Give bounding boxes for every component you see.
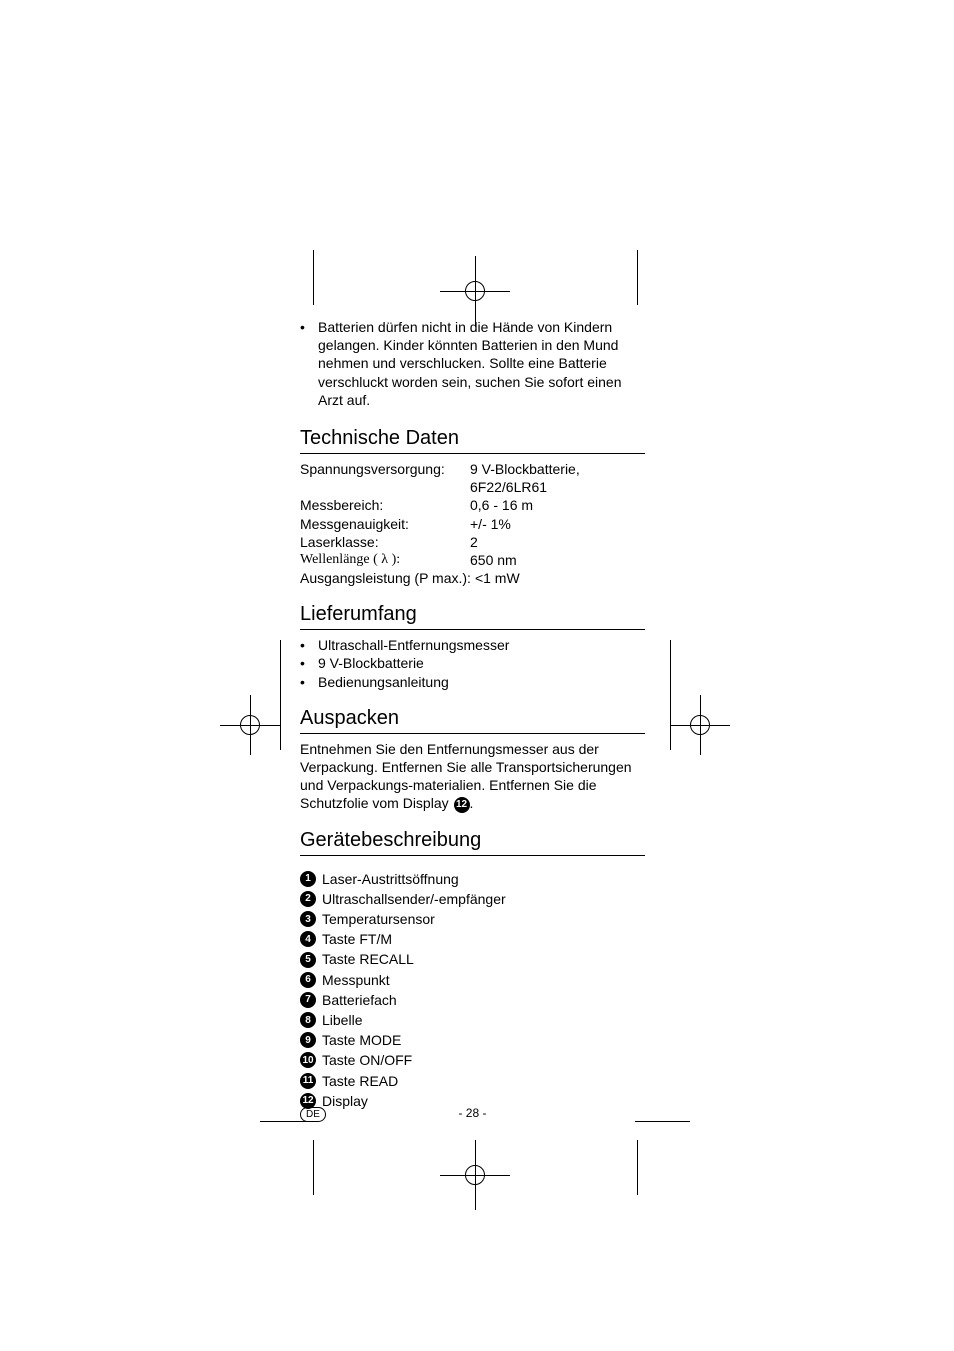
item-label: Ultraschallsender/-empfänger	[322, 890, 506, 908]
item-badge: 8	[300, 1012, 316, 1028]
spec-value: 9 V-Blockbatterie, 6F22/6LR61	[470, 460, 645, 496]
item-label: Batteriefach	[322, 991, 397, 1009]
heading-description: Gerätebeschreibung	[300, 827, 645, 856]
item-label: Taste ON/OFF	[322, 1051, 412, 1069]
item-badge: 6	[300, 972, 316, 988]
item-badge: 2	[300, 891, 316, 907]
item-label: Temperatursensor	[322, 910, 435, 928]
spec-label: Laserklasse:	[300, 533, 470, 551]
crop-mark	[637, 1140, 638, 1195]
heading-scope: Lieferumfang	[300, 601, 645, 630]
page-number: - 28 -	[458, 1106, 486, 1122]
spec-label: Messbereich:	[300, 496, 470, 514]
page-content: • Batterien dürfen nicht in die Hände vo…	[300, 318, 645, 1121]
heading-unpack: Auspacken	[300, 705, 645, 734]
spec-value: 650 nm	[470, 551, 645, 569]
scope-item: Bedienungsanleitung	[318, 673, 449, 691]
item-label: Taste MODE	[322, 1031, 401, 1049]
page-footer: DE - 28 - DE	[300, 1106, 645, 1122]
crop-mark	[637, 250, 638, 305]
registration-mark-mid-right	[670, 695, 730, 755]
scope-item: Ultraschall-Entfernungsmesser	[318, 636, 509, 654]
spec-label: Spannungsversorgung:	[300, 460, 470, 496]
battery-warning: • Batterien dürfen nicht in die Hände vo…	[300, 318, 645, 409]
item-badge: 5	[300, 952, 316, 968]
spec-value: <1 mW	[471, 569, 645, 587]
registration-mark-bottom	[440, 1140, 510, 1210]
crop-mark	[670, 640, 671, 750]
heading-tech-data: Technische Daten	[300, 425, 645, 454]
item-badge: 10	[300, 1052, 316, 1068]
item-badge: 1	[300, 871, 316, 887]
spec-label: Wellenlänge ( λ ):	[300, 551, 470, 569]
scope-item: 9 V-Blockbatterie	[318, 654, 424, 672]
item-label: Laser-Austrittsöffnung	[322, 870, 459, 888]
item-label: Taste RECALL	[322, 950, 414, 968]
tech-data-table: Spannungsversorgung:9 V-Blockbatterie, 6…	[300, 460, 645, 587]
registration-mark-mid-left	[220, 695, 280, 755]
spec-value: +/- 1%	[470, 515, 645, 533]
lang-badge: DE	[300, 1107, 326, 1122]
description-list: 1 Laser-Austrittsöffnung 2 Ultraschallsend…	[300, 870, 645, 1110]
spec-label: Ausgangsleistung (P max.):	[300, 569, 471, 587]
ref-badge-display: 12	[454, 797, 470, 813]
item-label: Libelle	[322, 1011, 362, 1029]
item-badge: 3	[300, 911, 316, 927]
crop-mark	[280, 640, 281, 750]
item-badge: 11	[300, 1073, 316, 1089]
item-label: Taste READ	[322, 1072, 398, 1090]
registration-mark-top	[440, 256, 510, 326]
item-label: Taste FT/M	[322, 930, 392, 948]
battery-warning-text: Batterien dürfen nicht in die Hände von …	[318, 318, 645, 409]
crop-mark	[313, 250, 314, 305]
item-badge: 7	[300, 992, 316, 1008]
unpack-paragraph: Entnehmen Sie den Entfernungsmesser aus …	[300, 740, 645, 813]
crop-mark	[313, 1140, 314, 1195]
item-badge: 4	[300, 931, 316, 947]
spec-value: 2	[470, 533, 645, 551]
spec-value: 0,6 - 16 m	[470, 496, 645, 514]
item-label: Messpunkt	[322, 971, 390, 989]
scope-list: •Ultraschall-Entfernungsmesser •9 V-Bloc…	[300, 636, 645, 691]
spec-label: Messgenauigkeit:	[300, 515, 470, 533]
item-badge: 9	[300, 1032, 316, 1048]
